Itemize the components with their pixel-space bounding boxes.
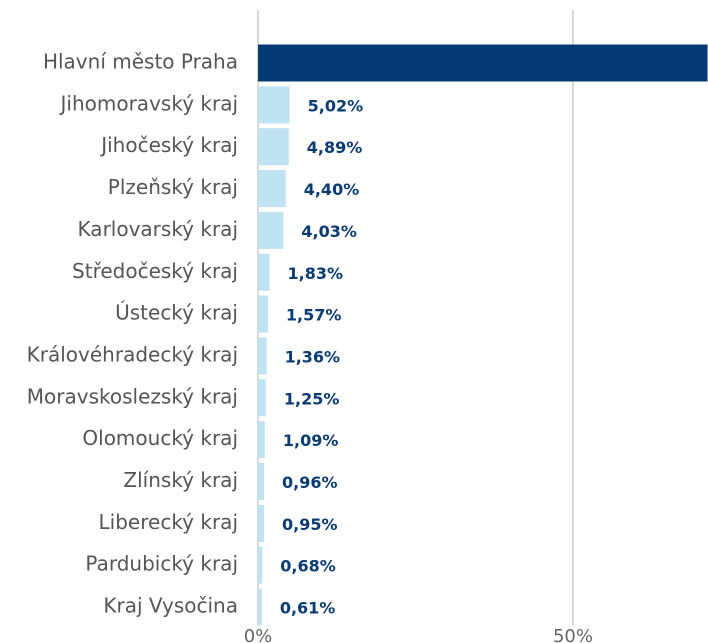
data-label: 4,89%: [307, 138, 363, 157]
data-label: 1,36%: [285, 347, 341, 366]
data-label: 0,61%: [280, 599, 336, 618]
x-tick-label: 0%: [244, 626, 273, 643]
bar: [258, 379, 266, 417]
category-label: Karlovarský kraj: [78, 217, 238, 241]
category-label: Královéhradecký kraj: [27, 342, 238, 366]
data-label: 1,57%: [286, 306, 342, 325]
category-label: Středočeský kraj: [72, 259, 238, 283]
data-label: 4,40%: [304, 180, 360, 199]
bar: [258, 295, 268, 333]
bar: [258, 211, 284, 249]
data-label: 0,96%: [282, 473, 338, 492]
data-label: 0,95%: [282, 515, 338, 534]
category-label: Moravskoslezský kraj: [27, 384, 238, 408]
category-label: Jihočeský kraj: [99, 133, 238, 157]
data-label: 4,03%: [301, 222, 357, 241]
category-label: Hlavní město Praha: [43, 50, 238, 74]
category-label: Liberecký kraj: [99, 510, 238, 534]
x-tick-label: 50%: [553, 626, 593, 643]
category-label: Zlínský kraj: [123, 468, 238, 492]
category-label: Ústecký kraj: [115, 301, 238, 325]
bar: [258, 337, 267, 375]
data-label: 1,83%: [288, 264, 344, 283]
data-label: 1,09%: [283, 431, 339, 450]
bar: [258, 463, 265, 500]
data-label: 5,02%: [308, 96, 364, 115]
category-label: Olomoucký kraj: [82, 426, 238, 450]
bar: [258, 504, 264, 542]
bar: [258, 546, 263, 584]
bar: [258, 421, 265, 459]
data-label: 0,68%: [280, 557, 336, 576]
category-label: Kraj Vysočina: [103, 594, 238, 618]
bar: [258, 588, 262, 626]
bar: [258, 170, 286, 208]
data-label: 1,25%: [284, 389, 340, 408]
bar: [258, 44, 708, 82]
category-label: Pardubický kraj: [85, 552, 238, 576]
category-label: Plzeňský kraj: [108, 175, 238, 199]
bar: [258, 253, 270, 291]
bar: [258, 128, 289, 166]
category-label: Jihomoravský kraj: [59, 91, 239, 115]
bar: [258, 86, 290, 124]
